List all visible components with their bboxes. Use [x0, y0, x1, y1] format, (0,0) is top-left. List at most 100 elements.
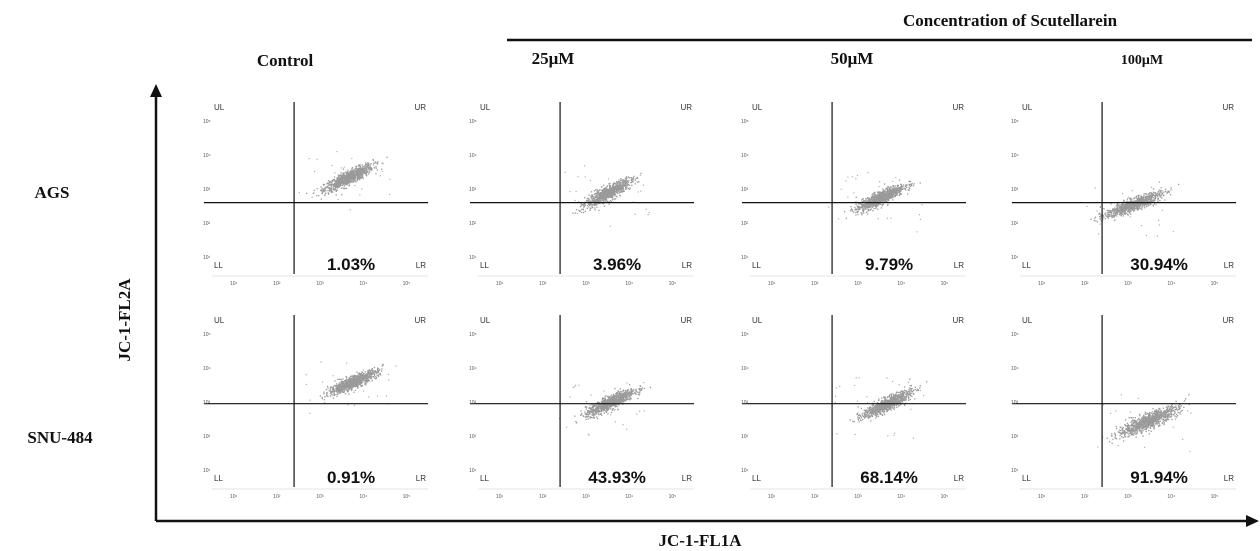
- event-dot: [305, 383, 307, 385]
- event-dot: [867, 205, 870, 208]
- event-dot: [1140, 200, 1142, 202]
- event-dot: [612, 188, 615, 190]
- event-dot: [887, 190, 889, 192]
- event-dot: [1161, 193, 1163, 195]
- event-dot: [608, 203, 610, 205]
- event-dot: [377, 371, 379, 374]
- event-dot: [620, 179, 622, 181]
- event-dot: [323, 190, 325, 193]
- event-dot: [1139, 207, 1141, 210]
- event-dot: [585, 412, 587, 415]
- event-dot: [351, 174, 353, 176]
- event-dot: [1113, 220, 1115, 222]
- event-dot: [340, 172, 342, 174]
- event-dot: [352, 375, 354, 377]
- event-dot: [1132, 204, 1135, 207]
- event-dot: [618, 179, 620, 181]
- event-dot: [617, 192, 619, 195]
- event-dot: [375, 161, 377, 163]
- event-dot: [339, 387, 341, 389]
- event-dot: [323, 393, 325, 395]
- event-dot: [862, 198, 864, 200]
- event-dot: [850, 208, 853, 210]
- event-dot: [335, 390, 337, 392]
- event-dot: [629, 383, 631, 386]
- event-dot: [369, 371, 371, 373]
- event-dot: [620, 182, 622, 184]
- event-dot: [877, 201, 879, 203]
- event-dot: [901, 186, 904, 188]
- event-dot: [628, 184, 631, 186]
- event-dot: [856, 207, 859, 209]
- scatter-points: [558, 382, 651, 436]
- event-dot: [1128, 205, 1130, 207]
- event-dot: [632, 177, 635, 179]
- event-dot: [1114, 214, 1116, 217]
- event-dot: [1125, 208, 1127, 210]
- event-dot: [1099, 223, 1101, 225]
- concentration-title: Concentration of Scutellarein: [903, 11, 1118, 30]
- event-dot: [360, 375, 362, 377]
- event-dot: [344, 385, 346, 387]
- event-dot: [606, 186, 608, 188]
- event-dot: [348, 182, 350, 184]
- event-dot: [591, 194, 593, 196]
- event-dot: [1099, 205, 1101, 207]
- event-dot: [1137, 198, 1139, 200]
- event-dot: [584, 176, 586, 178]
- event-dot: [853, 192, 855, 194]
- event-dot: [340, 178, 342, 180]
- x-tick-label: 10³: [316, 494, 324, 500]
- event-dot: [1140, 203, 1142, 205]
- event-dot: [1147, 193, 1150, 195]
- event-dot: [356, 378, 359, 381]
- event-dot: [909, 183, 911, 186]
- event-dot: [1122, 210, 1124, 212]
- event-dot: [341, 184, 343, 187]
- event-dot: [604, 188, 606, 190]
- event-dot: [329, 188, 332, 190]
- event-dot: [335, 180, 337, 182]
- event-dot: [342, 173, 344, 175]
- event-dot: [588, 203, 590, 205]
- event-dot: [324, 396, 326, 398]
- event-dot: [375, 376, 377, 378]
- event-dot: [342, 378, 344, 380]
- event-dot: [900, 186, 902, 188]
- event-dot: [344, 177, 346, 179]
- event-dot: [607, 178, 610, 180]
- event-dot: [876, 194, 878, 197]
- event-dot: [358, 176, 360, 178]
- event-dot: [871, 204, 873, 206]
- event-dot: [1141, 207, 1143, 209]
- event-dot: [321, 396, 323, 398]
- event-dot: [350, 181, 353, 183]
- event-dot: [613, 187, 615, 189]
- event-dot: [595, 199, 597, 201]
- event-dot: [340, 389, 342, 391]
- x-axis-label: JC-1-FL1A: [658, 531, 742, 550]
- event-dot: [361, 169, 363, 171]
- event-dot: [345, 179, 347, 181]
- event-dot: [364, 168, 366, 170]
- event-dot: [1130, 206, 1133, 209]
- event-dot: [1141, 203, 1143, 205]
- event-dot: [894, 192, 897, 194]
- event-dot: [354, 375, 356, 377]
- event-dot: [595, 196, 597, 198]
- event-dot: [364, 165, 366, 167]
- event-dot: [604, 194, 606, 197]
- event-dot: [612, 190, 615, 192]
- event-dot: [610, 187, 612, 190]
- event-dot: [349, 175, 352, 177]
- event-dot: [328, 390, 330, 392]
- event-dot: [881, 194, 884, 196]
- event-dot: [382, 163, 384, 165]
- event-dot: [330, 386, 333, 388]
- event-dot: [1099, 216, 1101, 218]
- event-dot: [369, 169, 371, 171]
- event-dot: [892, 190, 894, 192]
- event-dot: [907, 189, 909, 191]
- event-dot: [342, 180, 344, 182]
